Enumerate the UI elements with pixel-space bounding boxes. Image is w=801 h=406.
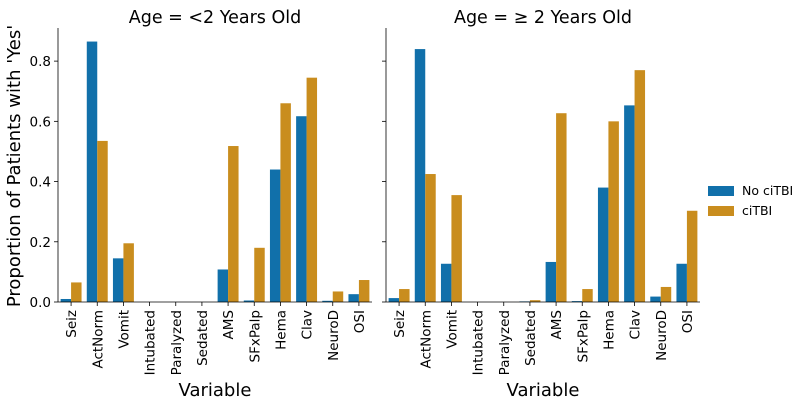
y-tick-label: 0.8 — [30, 54, 51, 70]
x-tick-label-actnorm: ActNorm — [90, 310, 106, 369]
bar-citbi-neurod — [660, 286, 672, 302]
bar-no-citbi-ams — [217, 269, 229, 302]
x-tick-label-vomit: Vomit — [444, 310, 460, 349]
bar-citbi-hema — [608, 121, 619, 302]
bar-citbi-sfxpalp — [254, 247, 265, 302]
x-tick-label-osi: OSI — [680, 310, 696, 333]
bar-no-citbi-ams — [545, 261, 557, 302]
x-tick-label-clav: Clav — [300, 310, 316, 339]
legend-swatch-citbi — [708, 206, 734, 216]
legend-label-no-citbi: No ciTBI — [742, 183, 793, 198]
bar-citbi-hema — [280, 103, 291, 303]
x-tick-label-clav: Clav — [628, 310, 644, 339]
y-tick-label: 0.2 — [30, 235, 51, 251]
x-tick-label-ams: AMS — [549, 310, 565, 339]
bar-no-citbi-clav — [624, 105, 635, 302]
bar-no-citbi-sfxpalp — [243, 300, 255, 302]
bar-no-citbi-actnorm — [86, 41, 98, 303]
panel-title: Age = ≥ 2 Years Old — [454, 8, 632, 28]
x-tick-label-sfxpalp: SFxPalp — [247, 310, 263, 362]
x-tick-label-vomit: Vomit — [116, 310, 132, 349]
bar-no-citbi-neurod — [322, 300, 333, 302]
chart-panels: Age = <2 Years Old 0.0 0.2 0.4 0.6 0.8 Seiz Act… — [30, 8, 700, 401]
bar-citbi-seiz — [399, 289, 410, 302]
bar-citbi-sfxpalp — [582, 289, 593, 302]
x-tick-label-intubated: Intubated — [143, 310, 159, 375]
bar-no-citbi-clav — [296, 116, 307, 302]
x-tick-label-actnorm: ActNorm — [418, 310, 434, 369]
x-tick-label-neurod: NeuroD — [654, 310, 670, 361]
legend-label-citbi: ciTBI — [742, 203, 772, 218]
bar-citbi-actnorm — [425, 174, 436, 302]
bar-no-citbi-actnorm — [414, 49, 426, 302]
bar-no-citbi-seiz — [60, 298, 72, 302]
x-tick-label-sedated: Sedated — [523, 310, 539, 366]
bar-citbi-vomit — [123, 243, 134, 302]
x-tick-label-seiz: Seiz — [64, 310, 80, 338]
y-axis-label: Proportion of Patients with 'Yes' — [4, 25, 25, 307]
bar-citbi-clav — [306, 77, 318, 303]
bar-no-citbi-seiz — [388, 298, 400, 302]
bar-no-citbi-sfxpalp — [571, 301, 583, 302]
bar-citbi-clav — [634, 70, 646, 303]
panel-2: Age = ≥ 2 Years Old Seiz ActNorm Vomit Intub… — [382, 8, 700, 401]
legend-swatch-no-citbi — [708, 186, 734, 196]
bar-no-citbi-osi — [348, 294, 359, 302]
bar-citbi-neurod — [332, 291, 344, 302]
bar-no-citbi-vomit — [112, 258, 124, 302]
x-tick-label-paralyzed: Paralyzed — [497, 310, 513, 375]
x-tick-label-osi: OSI — [352, 310, 368, 333]
x-tick-label-sedated: Sedated — [195, 310, 211, 366]
bar-no-citbi-neurod — [650, 296, 661, 302]
y-tick-label: 0.0 — [30, 295, 51, 311]
y-tick-label: 0.6 — [30, 114, 51, 130]
panel-1: Age = <2 Years Old 0.0 0.2 0.4 0.6 0.8 Seiz Act… — [30, 8, 372, 401]
x-axis-label: Variable — [507, 380, 580, 401]
bar-citbi-osi — [686, 210, 698, 302]
x-tick-label-paralyzed: Paralyzed — [169, 310, 185, 375]
bar-no-citbi-osi — [676, 263, 687, 302]
x-tick-label-hema: Hema — [601, 310, 617, 350]
x-tick-label-intubated: Intubated — [471, 310, 487, 375]
bar-citbi-ams — [556, 113, 567, 303]
bar-citbi-seiz — [71, 282, 82, 302]
bar-no-citbi-vomit — [440, 263, 452, 302]
panel-title: Age = <2 Years Old — [129, 8, 301, 28]
legend: No ciTBI ciTBI — [708, 183, 793, 218]
x-tick-label-seiz: Seiz — [392, 310, 408, 338]
x-tick-label-ams: AMS — [221, 310, 237, 339]
x-tick-label-hema: Hema — [273, 310, 289, 350]
bar-citbi-sedated — [529, 300, 541, 302]
bar-no-citbi-hema — [269, 169, 281, 302]
bar-citbi-vomit — [451, 195, 462, 302]
bar-no-citbi-hema — [597, 187, 609, 302]
x-axis-label: Variable — [179, 380, 252, 401]
y-tick-label: 0.4 — [30, 175, 51, 191]
bar-citbi-actnorm — [97, 140, 108, 302]
bar-citbi-osi — [358, 280, 370, 302]
x-tick-label-sfxpalp: SFxPalp — [575, 310, 591, 362]
x-tick-label-neurod: NeuroD — [326, 310, 342, 361]
bar-citbi-ams — [228, 146, 239, 302]
